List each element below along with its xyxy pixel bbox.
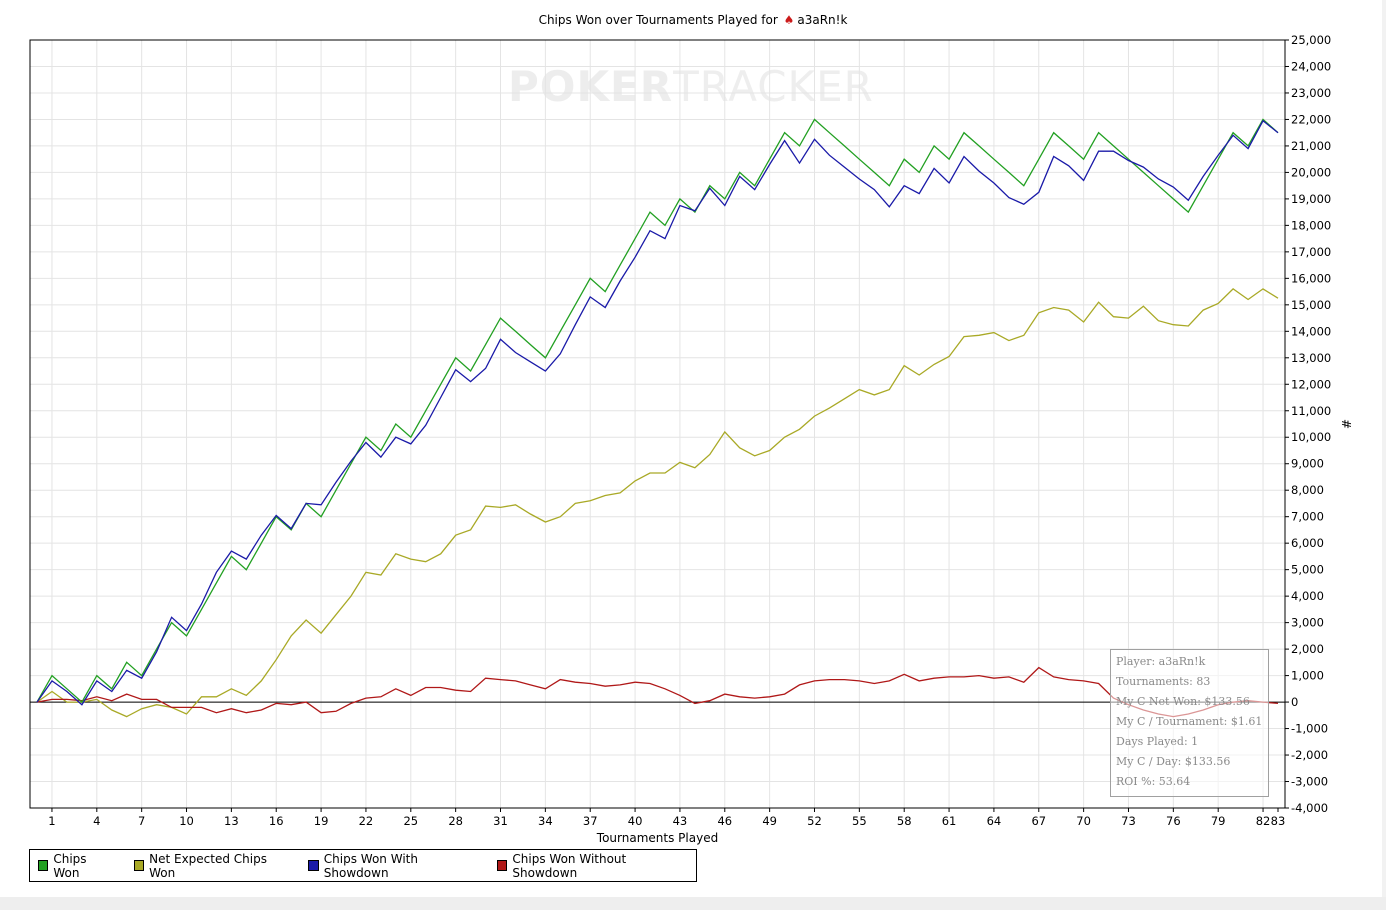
y-tick-label: 11,000 xyxy=(1291,404,1331,418)
x-tick-label: 19 xyxy=(314,814,329,828)
y-tick-label: 18,000 xyxy=(1291,218,1331,232)
x-tick-label: 25 xyxy=(403,814,418,828)
x-tick-label: 70 xyxy=(1076,814,1091,828)
y-tick-label: -3,000 xyxy=(1291,775,1328,789)
y-tick-label: -1,000 xyxy=(1291,722,1328,736)
y-tick-label: 13,000 xyxy=(1291,351,1331,365)
y-tick-label: 2,000 xyxy=(1291,642,1324,656)
x-tick-label: 13 xyxy=(224,814,239,828)
stat-net-won: My C Net Won: $133.56 xyxy=(1116,695,1250,708)
y-tick-label: 24,000 xyxy=(1291,59,1331,73)
x-tick-label: 7 xyxy=(138,814,145,828)
x-tick-label: 52 xyxy=(807,814,822,828)
stat-player: Player: a3aRn!k xyxy=(1116,655,1206,668)
legend-item-without-showdown[interactable]: Chips Won Without Showdown xyxy=(497,852,682,880)
y-axis-label: # xyxy=(1339,419,1353,429)
x-tick-label: 34 xyxy=(538,814,553,828)
spade-icon: ♠ xyxy=(783,13,795,27)
y-tick-label: 14,000 xyxy=(1291,324,1331,338)
x-tick-label: 55 xyxy=(852,814,867,828)
y-tick-label: 4,000 xyxy=(1291,589,1324,603)
x-tick-label: 64 xyxy=(987,814,1002,828)
x-tick-label: 76 xyxy=(1166,814,1181,828)
x-tick-label: 28 xyxy=(448,814,463,828)
player-stats-box: Player: a3aRn!k Tournaments: 83 My C Net… xyxy=(1110,649,1269,797)
y-tick-label: 9,000 xyxy=(1291,457,1324,471)
chart-legend: Chips Won Net Expected Chips Won Chips W… xyxy=(29,849,697,882)
series-line-chips-won-without-showdown xyxy=(36,666,1279,718)
y-tick-label: 1,000 xyxy=(1291,669,1324,683)
series-line-chips-won-with-showdown xyxy=(36,119,1279,706)
status-bar xyxy=(0,897,1386,910)
y-tick-label: 0 xyxy=(1291,695,1298,709)
stat-per-day: My C / Day: $133.56 xyxy=(1116,755,1231,768)
x-tick-label: 16 xyxy=(269,814,284,828)
legend-item-with-showdown[interactable]: Chips Won With Showdown xyxy=(308,852,475,880)
legend-item-net-expected[interactable]: Net Expected Chips Won xyxy=(133,851,287,880)
y-tick-label: 15,000 xyxy=(1291,298,1331,312)
x-tick-label: 58 xyxy=(897,814,912,828)
y-tick-label: 8,000 xyxy=(1291,483,1324,497)
x-axis-ticks: 1 4 7 10 13 16 19 22 25 28 31 34 37 40 43 46 49 52 55 58 61 6… xyxy=(48,808,1285,828)
y-tick-label: 12,000 xyxy=(1291,377,1331,391)
y-axis-ticks: -4,000 -3,000 -2,000 -1,000 0 1,000 2,000 3,000… xyxy=(1285,33,1331,815)
legend-label-with-showdown: Chips Won With Showdown xyxy=(323,851,418,880)
y-tick-label: 16,000 xyxy=(1291,271,1331,285)
watermark-part2: TRACKER xyxy=(673,62,874,111)
x-tick-label: 82 xyxy=(1256,814,1271,828)
legend-item-chips-won[interactable]: Chips Won xyxy=(38,852,112,880)
y-tick-label: -4,000 xyxy=(1291,801,1328,815)
legend-swatch-net-expected xyxy=(133,860,145,871)
x-tick-label: 31 xyxy=(493,814,508,828)
y-tick-label: 3,000 xyxy=(1291,616,1324,630)
series-line-net-expected-chips-won xyxy=(36,288,1279,718)
x-tick-label: 61 xyxy=(942,814,957,828)
stat-tournaments: Tournaments: 83 xyxy=(1116,675,1211,688)
x-tick-label: 43 xyxy=(673,814,688,828)
y-tick-label: 7,000 xyxy=(1291,510,1324,524)
y-tick-label: 25,000 xyxy=(1291,33,1331,47)
stat-per-tournament: My C / Tournament: $1.61 xyxy=(1116,715,1263,728)
y-tick-label: 5,000 xyxy=(1291,563,1324,577)
window-edge xyxy=(1382,0,1386,897)
x-tick-label: 22 xyxy=(359,814,374,828)
chart-title-player: a3aRn!k xyxy=(797,13,848,27)
series-layer xyxy=(36,118,1279,718)
x-tick-label: 40 xyxy=(628,814,643,828)
y-tick-label: 17,000 xyxy=(1291,245,1331,259)
x-tick-label: 46 xyxy=(717,814,732,828)
y-tick-label: 23,000 xyxy=(1291,86,1331,100)
legend-label-chips-won: Chips Won xyxy=(53,851,87,880)
x-tick-label: 49 xyxy=(762,814,777,828)
legend-swatch-with-showdown xyxy=(308,860,319,871)
x-tick-label: 37 xyxy=(583,814,598,828)
legend-label-without-showdown: Chips Won Without Showdown xyxy=(512,851,627,880)
x-tick-label: 67 xyxy=(1031,814,1046,828)
y-tick-label: 22,000 xyxy=(1291,112,1331,126)
y-tick-label: 21,000 xyxy=(1291,139,1331,153)
x-tick-label: 79 xyxy=(1211,814,1226,828)
y-tick-label: 20,000 xyxy=(1291,165,1331,179)
legend-swatch-without-showdown xyxy=(497,860,508,871)
y-tick-label: 19,000 xyxy=(1291,192,1331,206)
chart-title-prefix: Chips Won over Tournaments Played for xyxy=(538,13,778,27)
y-tick-label: 10,000 xyxy=(1291,430,1331,444)
series-line-chips-won xyxy=(36,118,1279,704)
x-tick-label: 4 xyxy=(93,814,100,828)
x-tick-label: 10 xyxy=(179,814,194,828)
y-tick-label: -2,000 xyxy=(1291,748,1328,762)
stat-roi: ROI %: 53.64 xyxy=(1116,775,1191,788)
plot-area-frame xyxy=(29,39,1286,809)
x-axis-label: Tournaments Played xyxy=(596,831,718,845)
chart-title: Chips Won over Tournaments Played for ♠ a… xyxy=(0,13,1386,27)
x-tick-label: 83 xyxy=(1271,814,1286,828)
x-tick-label: 73 xyxy=(1121,814,1136,828)
y-tick-label: 6,000 xyxy=(1291,536,1324,550)
x-tick-label: 1 xyxy=(48,814,55,828)
legend-swatch-chips-won xyxy=(38,860,49,871)
stat-days-played: Days Played: 1 xyxy=(1116,735,1199,748)
legend-label-net-expected: Net Expected Chips Won xyxy=(149,851,267,880)
